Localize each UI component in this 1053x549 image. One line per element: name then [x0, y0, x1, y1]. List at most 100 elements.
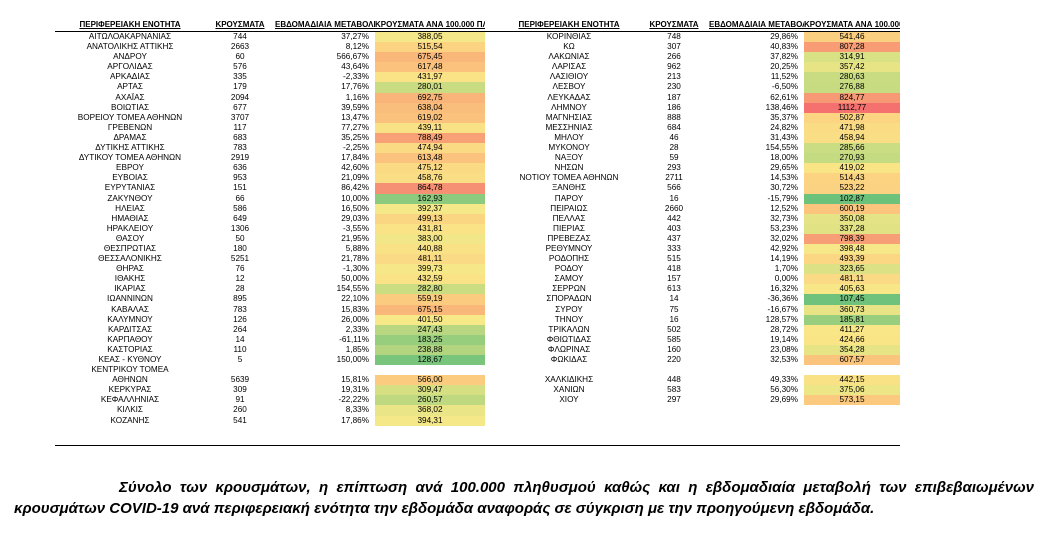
cases-value: 220	[667, 355, 681, 364]
cases-value: 117	[233, 122, 247, 132]
header-gap	[485, 0, 499, 32]
column-gap	[485, 42, 499, 52]
region-name: ΛΑΚΩΝΙΑΣ	[548, 52, 590, 62]
table-row: ΚΙΛΚΙΣ 260 8,33% 368,02	[55, 405, 900, 416]
incidence-value: 368,02	[375, 405, 485, 416]
region-name: ΣΥΡΟΥ	[555, 304, 583, 314]
incidence-value: 541,46	[804, 31, 900, 43]
incidence-value: 619,02	[375, 112, 485, 123]
table-row: ΘΑΣΟΥ 50 21,95% 383,00 ΠΡΕΒΕΖΑΣ 437 32,02% 798,…	[55, 233, 900, 244]
cases-value: 677	[233, 102, 247, 112]
table-row: ΒΟΙΩΤΙΑΣ 677 39,59% 638,04 ΛΗΜΝΟΥ 186 138,46% 1…	[55, 102, 900, 113]
table-row: ΘΕΣΣΑΛΟΝΙΚΗΣ 5251 21,78% 481,11 ΡΟΔΟΠΗΣ 515 14…	[55, 254, 900, 265]
header-cases-left: ΚΡΟΥΣΜΑΤΑ	[215, 20, 265, 29]
weekly-change-value: 49,33%	[770, 375, 798, 385]
region-name: ΝΟΤΙΟΥ ΤΟΜΕΑ ΑΘΗΝΩΝ	[519, 173, 619, 183]
cases-value: 2660	[664, 203, 684, 213]
table-body: ΑΙΤΩΛΟΑΚΑΡΝΑΝΙΑΣ 744 37,27% 388,05 ΚΟΡΙΝΘΙΑΣ…	[55, 31, 900, 426]
region-name: ΑΡΤΑΣ	[117, 82, 143, 92]
table-row: ΚΑΛΥΜΝΟΥ 126 26,00% 401,50 ΤΗΝΟΥ 16 128,57% 185…	[55, 314, 900, 325]
cases-value: 585	[667, 334, 681, 344]
cases-value: 5639	[230, 375, 250, 385]
incidence-value: 600,19	[804, 203, 900, 214]
cases-value: 59	[669, 153, 679, 163]
incidence-value: 354,28	[804, 344, 900, 355]
incidence-value: 824,77	[804, 92, 900, 103]
cases-value: 3707	[230, 112, 250, 122]
cases-value: 649	[233, 213, 247, 223]
incidence-value: 282,80	[375, 284, 485, 295]
weekly-change-value: -22,22%	[338, 395, 370, 405]
weekly-change-value: 1,70%	[774, 264, 798, 274]
column-gap	[485, 32, 499, 43]
table-row: ΙΚΑΡΙΑΣ 28 154,55% 282,80 ΣΕΡΡΩΝ 613 16,32% 405…	[55, 284, 900, 295]
incidence-value: 807,28	[804, 42, 900, 53]
column-gap	[485, 345, 499, 355]
weekly-change-value: 5,88%	[345, 243, 369, 253]
table-header-row: ΠΕΡΙΦΕΡΕΙΑΚΗ ΕΝΟΤΗΤΑ ΚΡΟΥΣΜΑΤΑ ΕΒΔΟΜΑΔΙΑ…	[55, 0, 900, 32]
weekly-change-value: 77,27%	[341, 122, 369, 132]
incidence-value: 566,00	[375, 375, 485, 386]
weekly-change-value: 31,43%	[770, 132, 798, 142]
weekly-change-value: -2,25%	[343, 143, 369, 153]
incidence-value: 523,22	[804, 183, 900, 194]
region-name: ΚΑΒΑΛΑΣ	[111, 304, 149, 314]
incidence-value: 481,11	[375, 254, 485, 265]
column-gap	[485, 214, 499, 224]
column-gap	[485, 163, 499, 173]
weekly-change-value: 22,10%	[341, 294, 369, 304]
region-name: ΗΜΑΘΙΑΣ	[111, 213, 149, 223]
cases-value: 264	[233, 324, 247, 334]
region-name: ΚΑΛΥΜΝΟΥ	[107, 314, 153, 324]
weekly-change-value: 62,61%	[770, 92, 798, 102]
cases-value: 586	[233, 203, 247, 213]
incidence-value: 247,43	[375, 324, 485, 335]
region-name: ΛΑΡΙΣΑΣ	[551, 62, 587, 72]
region-name: ΕΥΒΟΙΑΣ	[112, 173, 148, 183]
column-gap	[485, 254, 499, 264]
weekly-change-value	[709, 365, 804, 375]
region-name: ΙΚΑΡΙΑΣ	[114, 284, 146, 294]
table-row: ΚΑΣΤΟΡΙΑΣ 110 1,85% 238,88 ΦΛΩΡΙΝΑΣ 160 23,08%…	[55, 344, 900, 355]
incidence-value: 432,59	[375, 274, 485, 285]
incidence-value: 617,48	[375, 62, 485, 73]
incidence-value: 337,28	[804, 223, 900, 234]
weekly-change-value: 56,30%	[770, 385, 798, 395]
region-name: ΣΕΡΡΩΝ	[552, 284, 586, 294]
incidence-value: 1112,77	[804, 102, 900, 113]
regional-cases-table: ΠΕΡΙΦΕΡΕΙΑΚΗ ΕΝΟΤΗΤΑ ΚΡΟΥΣΜΑΤΑ ΕΒΔΟΜΑΔΙΑ…	[55, 0, 900, 426]
incidence-value	[804, 405, 900, 416]
region-name: ΘΕΣΠΡΩΤΙΑΣ	[103, 243, 157, 253]
cases-value: 783	[233, 143, 247, 153]
incidence-value: 442,15	[804, 375, 900, 386]
weekly-change-value	[275, 365, 375, 375]
table-row: ΑΘΗΝΩΝ 5639 15,81% 566,00 ΧΑΛΚΙΔΙΚΗΣ 448 49,33…	[55, 375, 900, 386]
weekly-change-value: 86,42%	[341, 183, 369, 193]
cases-value: 260	[233, 405, 247, 415]
incidence-value: 798,39	[804, 233, 900, 244]
region-name: ΛΑΣΙΘΙΟΥ	[549, 72, 589, 82]
incidence-value	[375, 365, 485, 376]
weekly-change-value: 32,73%	[770, 213, 798, 223]
table-row: ΖΑΚΥΝΘΟΥ 66 10,00% 162,93 ΠΑΡΟΥ 16 -15,79% 102,…	[55, 193, 900, 204]
weekly-change-value: 21,95%	[341, 233, 369, 243]
region-name: ΜΑΓΝΗΣΙΑΣ	[545, 112, 593, 122]
weekly-change-value: 42,60%	[341, 163, 369, 173]
incidence-value: 323,65	[804, 264, 900, 275]
cases-value: 126	[233, 314, 247, 324]
region-name: ΙΘΑΚΗΣ	[114, 274, 146, 284]
weekly-change-value: 138,46%	[765, 102, 798, 112]
regional-cases-table-container: ΠΕΡΙΦΕΡΕΙΑΚΗ ΕΝΟΤΗΤΑ ΚΡΟΥΣΜΑΤΑ ΕΒΔΟΜΑΔΙΑ…	[55, 0, 900, 426]
region-name	[499, 416, 639, 426]
weekly-change-value: 17,76%	[341, 82, 369, 92]
column-gap	[485, 375, 499, 385]
incidence-value: 573,15	[804, 395, 900, 406]
incidence-value: 458,94	[804, 132, 900, 144]
table-row: ΗΜΑΘΙΑΣ 649 29,03% 499,13 ΠΕΛΛΑΣ 442 32,73% 350…	[55, 213, 900, 224]
incidence-value: 499,13	[375, 213, 485, 224]
weekly-change-value: 19,31%	[341, 385, 369, 395]
weekly-change-value	[709, 416, 804, 426]
table-row: ΔΥΤΙΚΟΥ ΤΟΜΕΑ ΑΘΗΝΩΝ 2919 17,84% 613,48 ΝΑΞΟ…	[55, 153, 900, 164]
cases-value: 888	[667, 112, 681, 122]
cases-value: 75	[669, 304, 679, 314]
